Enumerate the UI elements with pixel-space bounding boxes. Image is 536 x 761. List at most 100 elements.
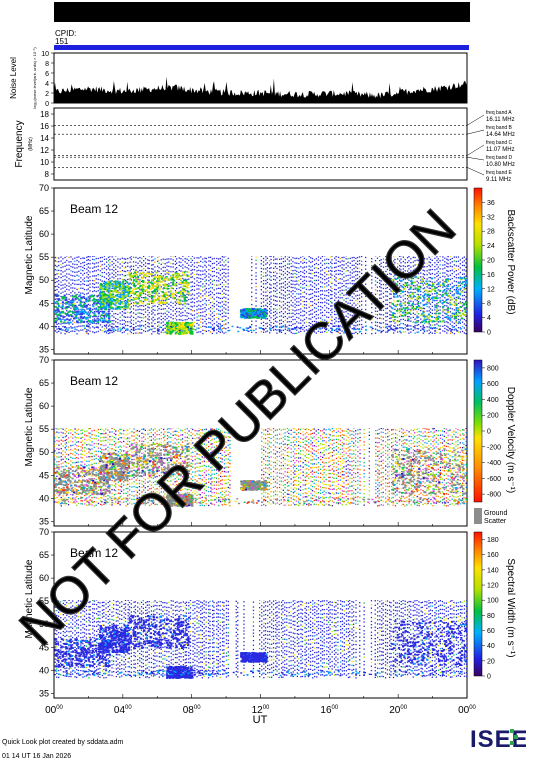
noise-ytick-label: 8 [45,61,49,68]
noise-series [54,76,467,103]
velocity-colorbar [473,359,483,503]
freq-legend-band: freq band A [486,110,512,116]
cbar-tick-label: 20 [487,258,495,265]
lat-ytick-label: 40 [39,665,49,675]
width-ylabel: Magnetic Latitude [24,559,35,638]
freq-ytick-label: 16 [40,122,49,131]
lat-ytick-label: 50 [39,275,49,285]
x-tick-label: 0000 [45,705,63,716]
cbar-tick-label: -800 [487,492,501,499]
lat-ytick-label: 35 [39,516,49,526]
noise-ytick-label: 6 [45,71,49,78]
x-tick-label: 0400 [114,705,132,716]
isee-logo-text: ISEE [470,726,526,753]
x-axis-label: UT [253,714,268,726]
velocity-panel: 35 40 45 50 55 60 65 70 Beam 12 Magnetic Latitu… [24,355,516,527]
power-cbar-label: Backscatter Power (dB) [505,209,516,314]
cbar-tick-label: -600 [487,476,501,483]
freq-legend-band: freq band C [486,140,513,146]
frequency-ylabel-unit: (MHz) [28,137,34,151]
frequency-panel: 8 10 12 14 16 18 freq band A16.11 MHz freq ban… [14,107,515,183]
cbar-tick-label: 0 [487,674,491,681]
freq-legend-value: 11.07 MHz [486,147,515,153]
ground-scatter-swatch [474,508,482,524]
x-tick-label: 2000 [389,705,407,716]
lat-ytick-label: 70 [39,355,49,365]
lat-ytick-label: 60 [39,401,49,411]
footer-timestamp: 01 14 UT 16 Jan 2026 [2,753,72,760]
velocity-beam-label: Beam 12 [70,374,118,388]
cbar-tick-label: 16 [487,272,495,279]
ground-scatter-label-1: Ground [484,510,507,517]
freq-legend-leader [466,129,485,135]
lat-ytick-label: 45 [39,642,49,652]
width-beam-label: Beam 12 [70,546,118,560]
freq-ytick-label: 10 [40,158,49,167]
noise-ytick-label: 2 [45,91,49,98]
power-beam-label: Beam 12 [70,202,118,216]
cbar-tick-label: -400 [487,460,501,467]
freq-ytick-label: 18 [40,110,49,119]
freq-legend-value: 10.80 MHz [486,162,515,168]
lat-ytick-label: 65 [39,378,49,388]
cbar-tick-label: 160 [487,552,499,559]
lat-ytick-label: 60 [39,573,49,583]
noise-ylabel: Noise Level [9,57,18,99]
cbar-tick-label: 8 [487,301,491,308]
cbar-tick-label: 80 [487,613,495,620]
freq-legend-value: 14.64 MHz [486,132,515,138]
plot-date: 15 Jan 2026 [387,5,464,21]
cbar-tick-label: 60 [487,628,495,635]
lat-ytick-label: 55 [39,596,49,606]
freq-legend-value: 16.11 MHz [486,117,515,123]
lat-ytick-label: 70 [39,183,49,193]
freq-legend-leader [466,167,485,176]
plot-title: HOKKAIDO RADAR SUMMARY PLOT [58,5,323,22]
header-bar [54,2,470,22]
cbar-tick-label: 4 [487,315,491,322]
cbar-tick-label: -200 [487,444,501,451]
lat-ytick-label: 50 [39,447,49,457]
freq-ytick-label: 14 [40,134,49,143]
cpid-label: CPID: [55,29,76,38]
velocity-cbar-label: Doppler Velocity (m s⁻¹) [505,387,516,493]
cbar-tick-label: 40 [487,643,495,650]
ground-scatter-label-2: Scatter [484,518,507,525]
lat-ytick-label: 60 [39,229,49,239]
cbar-tick-label: 180 [487,537,499,544]
cbar-tick-label: 36 [487,200,495,207]
lat-ytick-label: 35 [39,344,49,354]
width-cbar-label: Spectral Width (m s⁻¹) [505,558,516,657]
cbar-tick-label: 140 [487,567,499,574]
cbar-tick-label: 0 [487,330,491,337]
lat-ytick-label: 50 [39,619,49,629]
cpid-value: 151 [55,37,69,46]
lat-ytick-label: 65 [39,550,49,560]
power-colorbar [473,187,483,333]
noise-ytick-label: 10 [41,51,49,58]
velocity-ylabel: Magnetic Latitude [24,387,35,466]
lat-ytick-label: 40 [39,493,49,503]
cbar-tick-label: 100 [487,598,499,605]
cbar-tick-label: 200 [487,413,499,420]
lat-ytick-label: 55 [39,424,49,434]
cbar-tick-label: 0 [487,429,491,436]
freq-ytick-label: 8 [45,170,50,179]
noise-ytick-label: 4 [45,81,49,88]
width-panel: 35 40 45 50 55 60 65 70 Beam 12 Magnetic Latitu… [24,527,516,699]
lat-ytick-label: 40 [39,321,49,331]
lat-ytick-label: 70 [39,527,49,537]
cbar-tick-label: 800 [487,365,499,372]
cbar-tick-label: 120 [487,583,499,590]
lat-ytick-label: 45 [39,298,49,308]
freq-legend-band: freq band B [486,125,513,131]
cbar-tick-label: 24 [487,243,495,250]
cbar-tick-label: 600 [487,381,499,388]
freq-legend-leader [466,114,485,126]
freq-legend-value: 9.11 MHz [486,177,511,183]
lat-ytick-label: 65 [39,206,49,216]
freq-legend-band: freq band D [486,155,513,161]
freq-legend-leader [466,156,485,161]
